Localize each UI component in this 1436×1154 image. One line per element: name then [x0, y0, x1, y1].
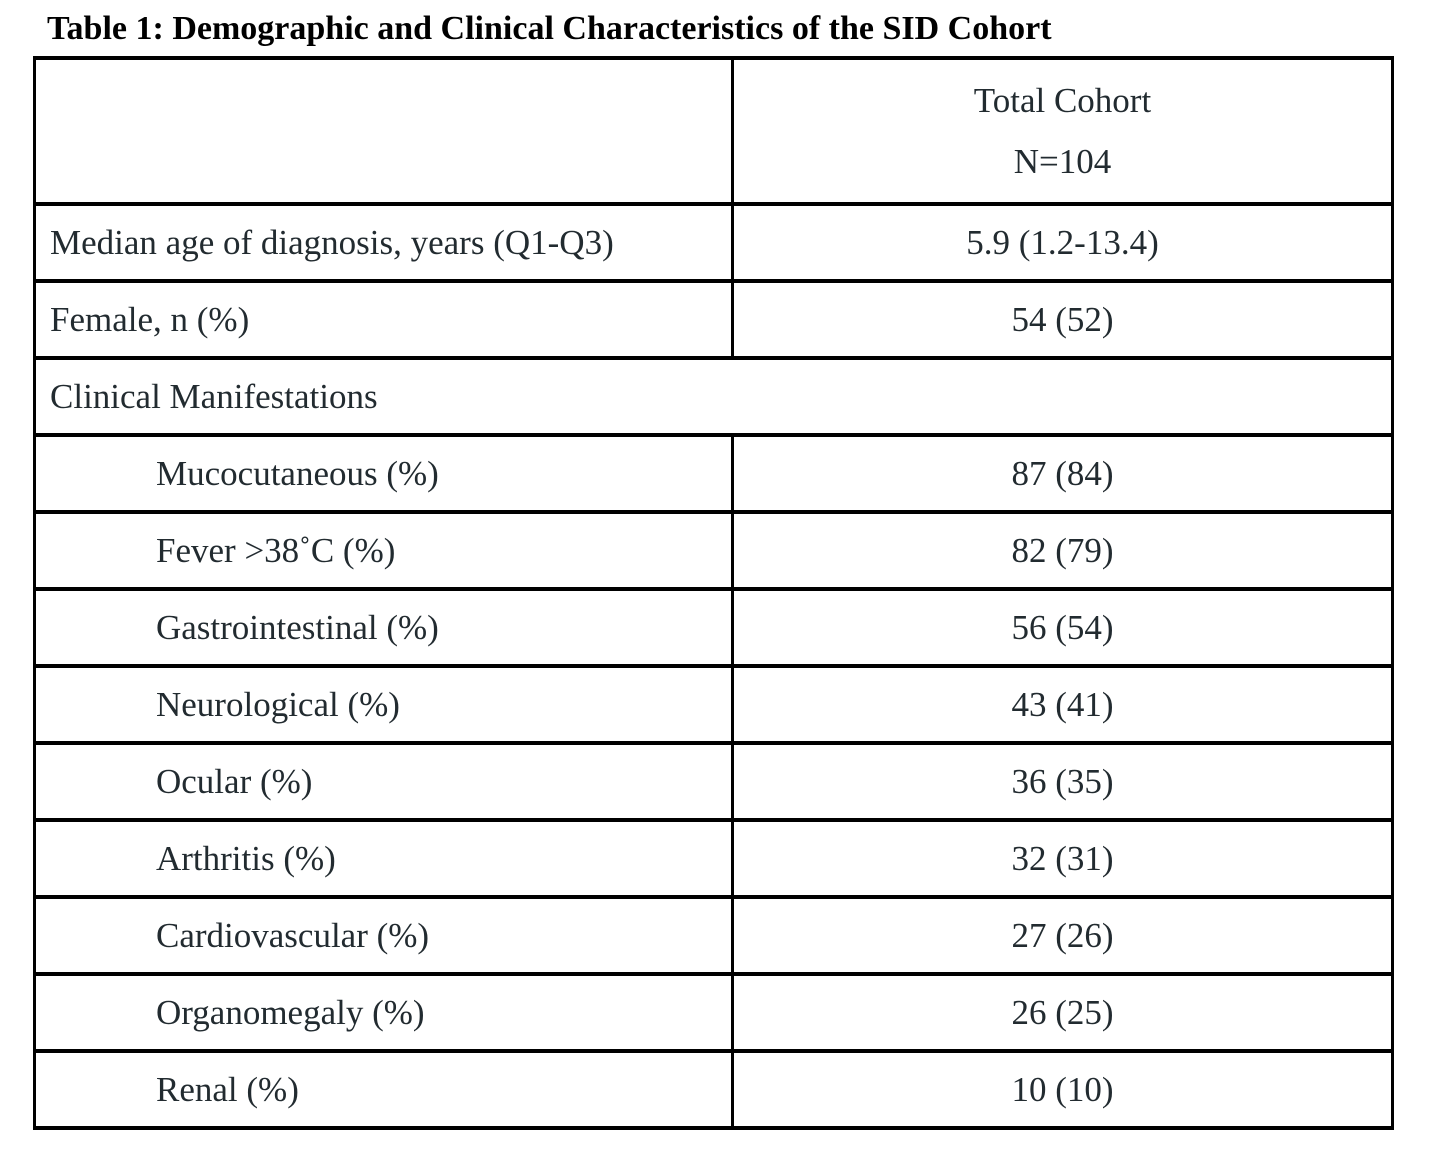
row-value-neurological: 43 (41): [731, 664, 1394, 746]
row-label-arthritis: Arthritis (%): [33, 818, 734, 900]
row-label-female: Female, n (%): [33, 279, 734, 361]
table-header: Total Cohort N=104: [33, 56, 1394, 207]
row-label-organomegaly: Organomegaly (%): [33, 972, 734, 1054]
table-header-row: Total Cohort N=104: [33, 56, 1394, 207]
section-header-clinical-manifestations: Clinical Manifestations: [33, 356, 1394, 438]
row-value-renal: 10 (10): [731, 1049, 1394, 1131]
table-row: Cardiovascular (%) 27 (26): [33, 895, 1394, 977]
row-value-ocular: 36 (35): [731, 741, 1394, 823]
row-value-arthritis: 32 (31): [731, 818, 1394, 900]
row-value-cardiovascular: 27 (26): [731, 895, 1394, 977]
row-label-cardiovascular: Cardiovascular (%): [33, 895, 734, 977]
table-row: Arthritis (%) 32 (31): [33, 818, 1394, 900]
row-value-organomegaly: 26 (25): [731, 972, 1394, 1054]
row-label-neurological: Neurological (%): [33, 664, 734, 746]
table-row: Female, n (%) 54 (52): [33, 279, 1394, 361]
header-empty-cell: [33, 56, 734, 207]
header-n-label: N=104: [1013, 142, 1112, 182]
table-row: Ocular (%) 36 (35): [33, 741, 1394, 823]
row-value-median-age: 5.9 (1.2-13.4): [731, 202, 1394, 284]
table-row: Organomegaly (%) 26 (25): [33, 972, 1394, 1054]
header-total-cohort-cell: Total Cohort N=104: [731, 56, 1394, 207]
table-row: Gastrointestinal (%) 56 (54): [33, 587, 1394, 669]
row-label-gastrointestinal: Gastrointestinal (%): [33, 587, 734, 669]
row-value-mucocutaneous: 87 (84): [731, 433, 1394, 515]
table-row: Mucocutaneous (%) 87 (84): [33, 433, 1394, 515]
table-title: Table 1: Demographic and Clinical Charac…: [47, 10, 1052, 47]
table-row: Renal (%) 10 (10): [33, 1049, 1394, 1131]
row-value-female: 54 (52): [731, 279, 1394, 361]
table-row: Neurological (%) 43 (41): [33, 664, 1394, 746]
row-value-fever: 82 (79): [731, 510, 1394, 592]
row-label-renal: Renal (%): [33, 1049, 734, 1131]
header-total-cohort-label: Total Cohort: [973, 81, 1152, 121]
table-section-row: Clinical Manifestations: [33, 356, 1394, 438]
table-body: Median age of diagnosis, years (Q1-Q3) 5…: [33, 202, 1394, 1131]
table-row: Fever >38˚C (%) 82 (79): [33, 510, 1394, 592]
table-row: Median age of diagnosis, years (Q1-Q3) 5…: [33, 202, 1394, 284]
row-value-gastrointestinal: 56 (54): [731, 587, 1394, 669]
row-label-median-age: Median age of diagnosis, years (Q1-Q3): [33, 202, 734, 284]
row-label-ocular: Ocular (%): [33, 741, 734, 823]
row-label-fever: Fever >38˚C (%): [33, 510, 734, 592]
row-label-mucocutaneous: Mucocutaneous (%): [33, 433, 734, 515]
demographics-table: Total Cohort N=104 Median age of diagnos…: [33, 56, 1394, 1131]
